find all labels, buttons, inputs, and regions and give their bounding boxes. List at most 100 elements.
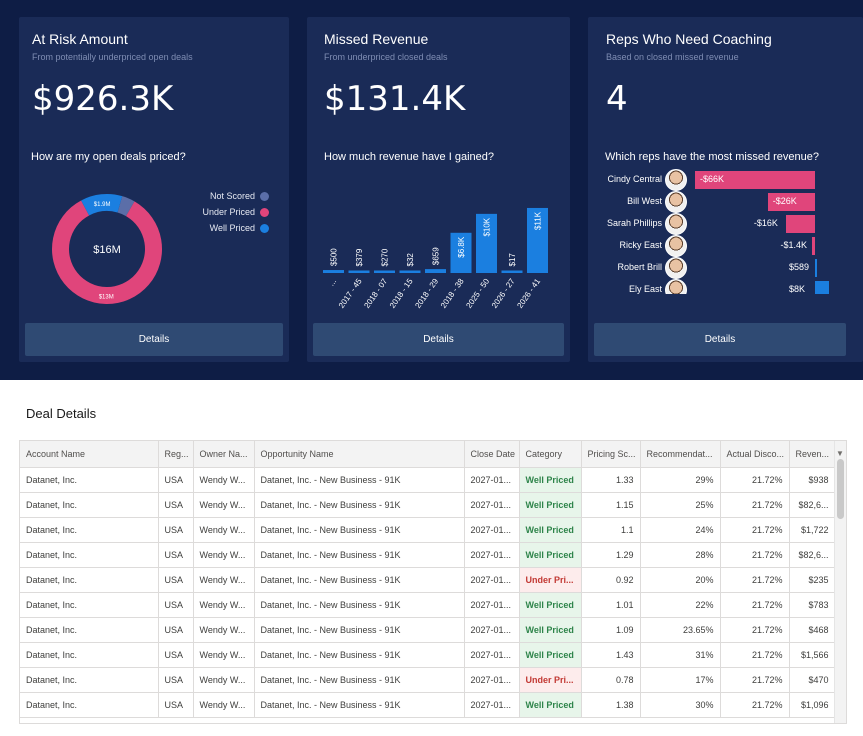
deal-details-table: Account Name Reg... Owner Na... Opportunity… <box>19 440 847 724</box>
column-header[interactable]: Reven... <box>789 441 836 468</box>
table-cell: $235 <box>789 567 836 593</box>
donut-chart[interactable]: $13M $1.9M $16M <box>47 189 167 309</box>
table-row[interactable]: Datanet, Inc. USA Wendy W... Datanet, Inc. … <box>20 542 836 568</box>
revenue-bar-chart[interactable]: $500... $379 2017 - 45 $270 2018 - 07 $32 2018… <box>317 177 567 317</box>
legend-label: Under Priced <box>202 207 255 217</box>
rep-bar[interactable] <box>767 193 815 211</box>
card-subtitle: From underpriced closed deals <box>324 52 448 62</box>
scroll-thumb[interactable] <box>837 459 844 519</box>
table-cell: 21.72% <box>720 642 790 668</box>
avatar <box>665 235 687 257</box>
column-header[interactable]: Actual Disco... <box>720 441 790 468</box>
table-cell: Datanet, Inc. <box>20 642 159 668</box>
legend-swatch <box>260 191 269 201</box>
table-cell: 2027-01... <box>464 517 520 543</box>
table-row[interactable]: Datanet, Inc. USA Wendy W... Datanet, Inc. … <box>20 642 836 668</box>
table-row[interactable]: Datanet, Inc. USA Wendy W... Datanet, Inc. … <box>20 567 836 593</box>
column-header[interactable]: Recommendat... <box>640 441 721 468</box>
chevron-down-icon[interactable]: ▼ <box>836 449 844 458</box>
table-row[interactable]: Datanet, Inc. USA Wendy W... Datanet, Inc. … <box>20 667 836 693</box>
bar[interactable] <box>501 270 523 274</box>
rep-bar[interactable] <box>815 281 829 294</box>
bar[interactable] <box>399 270 421 274</box>
details-button[interactable]: Details <box>25 323 283 356</box>
bar[interactable] <box>323 270 344 273</box>
rep-bar-value: $8K <box>789 284 806 294</box>
rep-row[interactable]: Cindy Central -$66K <box>588 169 863 191</box>
bar[interactable] <box>476 213 497 273</box>
table-cell: 29% <box>640 467 721 493</box>
rep-bar[interactable] <box>812 237 815 255</box>
bar-value-label: $270 <box>381 248 390 266</box>
bar[interactable] <box>348 270 370 274</box>
column-header[interactable]: Opportunity Name <box>254 441 465 468</box>
table-cell: $1,096 <box>789 692 836 718</box>
bar-value-label: $17 <box>508 253 517 267</box>
reps-bar-chart[interactable]: Cindy Central -$66K Bill West -$26K Sarah Ph… <box>588 169 863 294</box>
table-row[interactable]: Datanet, Inc. USA Wendy W... Datanet, Inc. … <box>20 692 836 718</box>
table-cell: $82,6... <box>789 542 836 568</box>
bar[interactable] <box>374 270 395 274</box>
legend-item[interactable]: Well Priced <box>210 223 269 233</box>
legend-item[interactable]: Under Priced <box>202 207 269 217</box>
table-cell: USA <box>158 492 194 518</box>
bar[interactable] <box>527 207 548 273</box>
bar-value-label: $379 <box>355 248 364 266</box>
column-header[interactable]: Owner Na... <box>193 441 255 468</box>
table-cell: $783 <box>789 592 836 618</box>
card-title: Reps Who Need Coaching <box>606 31 772 47</box>
table-cell: USA <box>158 567 194 593</box>
table-cell: Datanet, Inc. <box>20 617 159 643</box>
table-cell: Datanet, Inc. <box>20 592 159 618</box>
table-row[interactable]: Datanet, Inc. USA Wendy W... Datanet, Inc. … <box>20 617 836 643</box>
rep-bar[interactable] <box>815 259 817 277</box>
column-header[interactable]: Pricing Sc... <box>581 441 641 468</box>
table-cell: Datanet, Inc. <box>20 492 159 518</box>
table-cell: Datanet, Inc. <box>20 567 159 593</box>
rep-bar[interactable] <box>695 171 815 189</box>
legend-swatch <box>260 223 269 233</box>
table-row[interactable]: Datanet, Inc. USA Wendy W... Datanet, Inc. … <box>20 492 836 518</box>
column-header[interactable]: Category <box>519 441 582 468</box>
table-row[interactable]: Datanet, Inc. USA Wendy W... Datanet, Inc. … <box>20 592 836 618</box>
column-header[interactable]: Close Date <box>464 441 520 468</box>
table-cell: USA <box>158 517 194 543</box>
rep-row[interactable]: Ricky East -$1.4K <box>588 235 863 257</box>
donut-slice[interactable] <box>81 194 123 216</box>
table-cell: USA <box>158 467 194 493</box>
details-button[interactable]: Details <box>594 323 846 356</box>
bar-value-label: $659 <box>432 247 441 265</box>
table-cell: Well Priced <box>519 542 582 568</box>
table-cell: Datanet, Inc. <box>20 467 159 493</box>
rep-row[interactable]: Ely East $8K <box>588 279 863 294</box>
rep-row[interactable]: Sarah Phillips -$16K <box>588 213 863 235</box>
table-cell: 22% <box>640 592 721 618</box>
rep-row[interactable]: Robert Brill $589 <box>588 257 863 279</box>
table-row[interactable]: Datanet, Inc. USA Wendy W... Datanet, Inc. … <box>20 467 836 493</box>
bar[interactable] <box>425 269 446 273</box>
table-cell: Well Priced <box>519 467 582 493</box>
table-cell: 21.72% <box>720 467 790 493</box>
rep-bar[interactable] <box>785 215 815 233</box>
table-cell: 2027-01... <box>464 492 520 518</box>
donut-slice[interactable] <box>117 196 135 217</box>
donut-slice[interactable] <box>51 200 162 304</box>
table-cell: Wendy W... <box>193 667 255 693</box>
table-cell: 20% <box>640 567 721 593</box>
table-row[interactable]: Datanet, Inc. USA Wendy W... Datanet, Inc. … <box>20 517 836 543</box>
table-scrollbar[interactable]: ▼ <box>834 441 846 723</box>
rep-row[interactable]: Bill West -$26K <box>588 191 863 213</box>
column-header[interactable]: Reg... <box>158 441 194 468</box>
table-cell: 2027-01... <box>464 617 520 643</box>
bar-category-label: ... <box>327 277 338 288</box>
legend-item[interactable]: Not Scored <box>210 191 269 201</box>
table-cell: 1.1 <box>581 517 641 543</box>
table-cell: Well Priced <box>519 492 582 518</box>
table-cell: 1.43 <box>581 642 641 668</box>
column-header[interactable]: Account Name <box>20 441 159 468</box>
table-cell: $938 <box>789 467 836 493</box>
bar[interactable] <box>450 232 472 273</box>
table-cell: 21.72% <box>720 517 790 543</box>
bar-category-label: 2018 - 38 <box>439 277 466 310</box>
details-button[interactable]: Details <box>313 323 564 356</box>
